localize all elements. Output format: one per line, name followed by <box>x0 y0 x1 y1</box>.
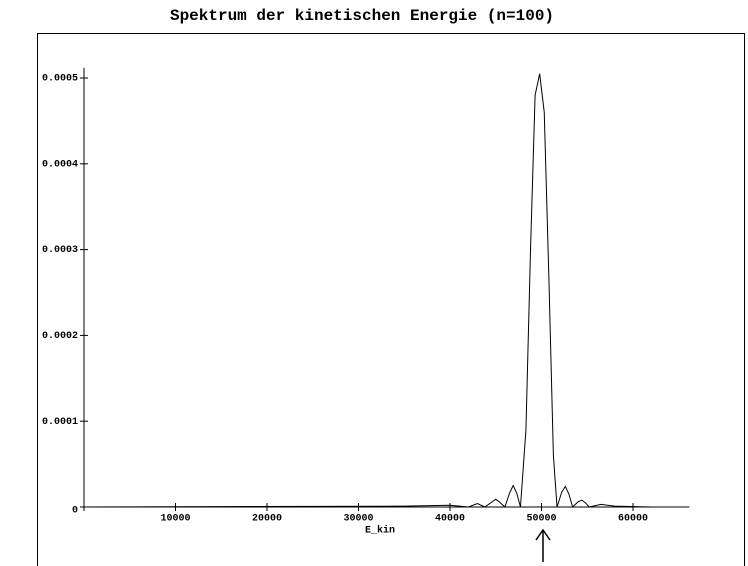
arrow <box>535 528 551 562</box>
y-tick-label: 0.0002 <box>42 331 78 342</box>
y-tick-label: 0 <box>72 506 78 517</box>
x-axis-label: E_kin <box>365 525 395 537</box>
x-tick-label: 50000 <box>526 514 556 525</box>
x-tick-label: 20000 <box>252 514 282 525</box>
y-tick-label: 0.0001 <box>42 417 78 428</box>
y-tick-label: 0.0003 <box>42 245 78 256</box>
spectrum-line <box>83 73 652 508</box>
x-tick-label: 10000 <box>160 514 190 525</box>
x-tick-label: 30000 <box>343 514 373 525</box>
frame <box>37 33 745 566</box>
x-tick-label: 40000 <box>435 514 465 525</box>
x-tick-label: 60000 <box>618 514 648 525</box>
y-tick-label: 0.0005 <box>42 74 78 85</box>
y-tick-label: 0.0004 <box>42 159 78 170</box>
chart-title: Spektrum der kinetischen Energie (n=100) <box>170 7 554 25</box>
